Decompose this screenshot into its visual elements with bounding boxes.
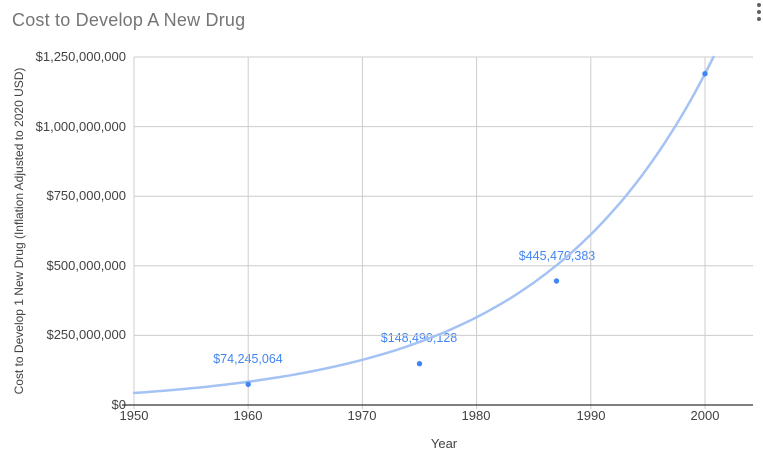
dot xyxy=(757,10,761,14)
y-tick-label: $0 xyxy=(111,397,126,412)
trendline xyxy=(132,55,715,395)
y-tick-label: $1,250,000,000 xyxy=(35,49,126,64)
x-tick-label: 1950 xyxy=(119,408,149,423)
y-tick-label: $1,000,000,000 xyxy=(35,119,126,134)
y-tick-label: $250,000,000 xyxy=(46,327,126,342)
x-tick-label: 1980 xyxy=(461,408,491,423)
x-tick-label: 1970 xyxy=(347,408,377,423)
data-point[interactable] xyxy=(553,278,560,284)
x-tick-label: 1990 xyxy=(576,408,606,423)
dot xyxy=(757,3,761,7)
y-tick-label: $750,000,000 xyxy=(46,188,126,203)
x-axis-title: Year xyxy=(430,436,458,451)
x-tick-label: 1960 xyxy=(233,408,263,423)
data-point[interactable] xyxy=(245,381,251,387)
data-point[interactable] xyxy=(416,361,423,367)
x-tick-label: 2000 xyxy=(690,408,720,423)
dot xyxy=(757,17,761,21)
data-label: $445,470,383 xyxy=(518,249,596,263)
more-vertical-icon[interactable] xyxy=(757,3,763,23)
data-point[interactable] xyxy=(702,71,708,77)
y-tick-label: $500,000,000 xyxy=(46,258,126,273)
chart-title: Cost to Develop A New Drug xyxy=(12,10,246,30)
